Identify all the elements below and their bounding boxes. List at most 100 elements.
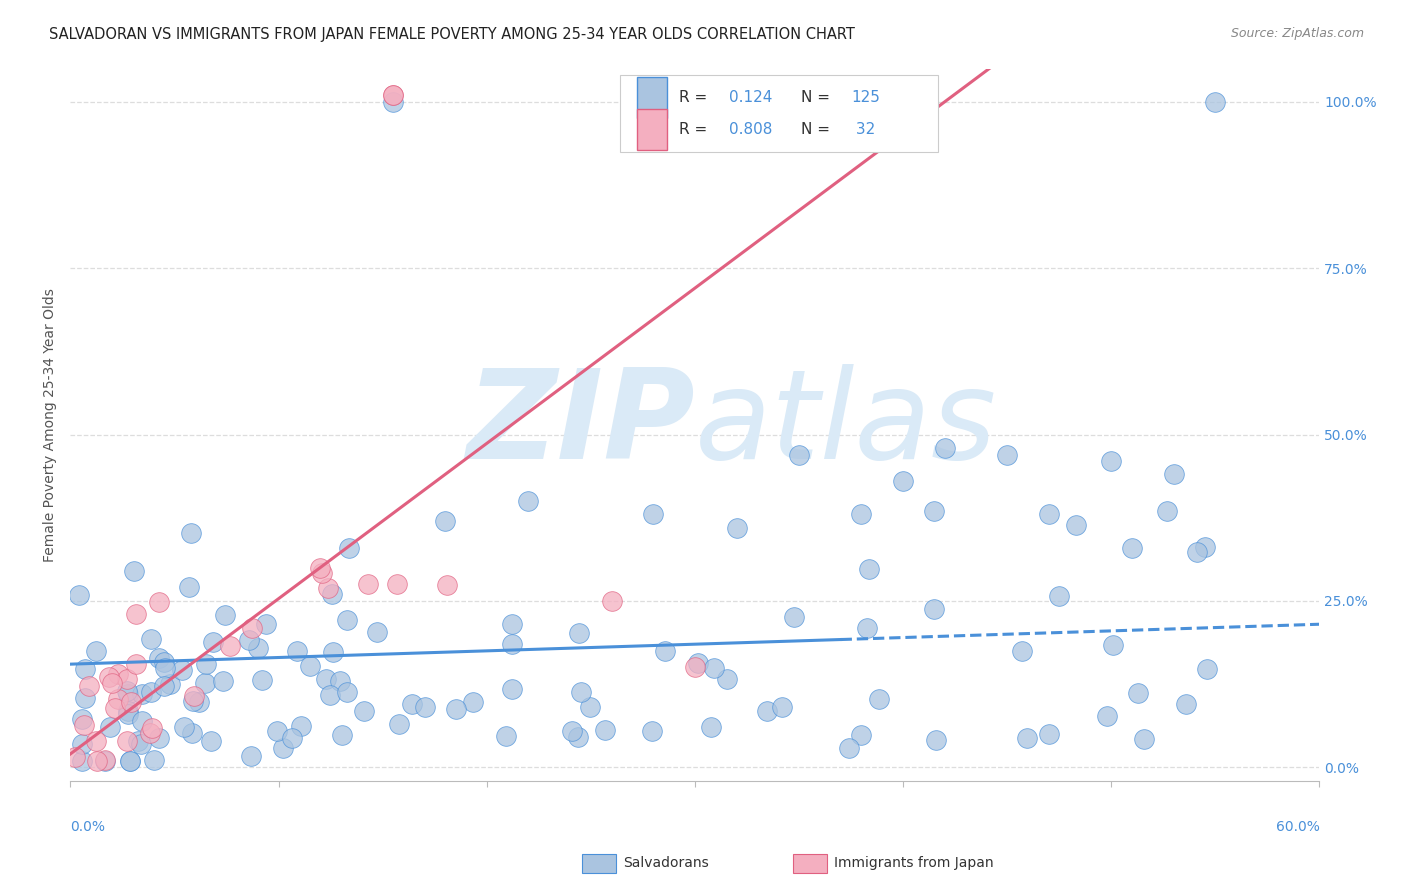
Point (501, 637, 523, 651)
Point (934, 441, 956, 455)
Point (72, 754, 94, 768)
Point (98, 720, 121, 734)
Point (120, 695, 142, 709)
Point (1064, 518, 1087, 533)
Point (201, 634, 224, 648)
Point (117, 684, 139, 698)
Point (700, 720, 723, 734)
Point (1185, 545, 1208, 559)
Point (73, 718, 96, 732)
FancyBboxPatch shape (620, 75, 938, 152)
Point (195, 657, 218, 671)
Point (118, 754, 141, 768)
Point (117, 707, 139, 722)
Point (501, 681, 523, 696)
Point (578, 699, 600, 714)
Point (309, 560, 332, 574)
Point (94, 753, 117, 767)
Point (436, 578, 458, 592)
FancyBboxPatch shape (637, 109, 668, 150)
Point (240, 621, 263, 635)
Point (1121, 541, 1143, 555)
Point (240, 749, 263, 764)
Point (337, 541, 360, 556)
Point (125, 657, 148, 671)
Point (117, 733, 139, 747)
Point (330, 729, 353, 743)
Point (1011, 644, 1033, 658)
Point (153, 679, 176, 693)
Point (75, 662, 97, 676)
Point (63, 749, 86, 764)
Point (117, 687, 139, 701)
Point (115, 673, 138, 687)
Point (446, 702, 468, 716)
Point (159, 677, 181, 691)
Text: 32: 32 (851, 122, 876, 137)
Point (1174, 697, 1197, 711)
Point (122, 564, 145, 578)
Point (336, 685, 359, 699)
Point (382, 95, 405, 109)
Point (84, 644, 107, 658)
Point (194, 676, 217, 690)
Text: Immigrants from Japan: Immigrants from Japan (834, 856, 994, 871)
Point (1128, 686, 1150, 700)
FancyBboxPatch shape (637, 77, 668, 118)
Point (336, 613, 359, 627)
Point (139, 632, 162, 646)
Point (366, 624, 388, 639)
Point (77, 679, 100, 693)
Point (856, 621, 879, 635)
Point (569, 684, 592, 698)
Point (654, 644, 676, 658)
Point (148, 651, 170, 665)
Point (329, 674, 352, 689)
Point (321, 587, 343, 601)
Point (849, 728, 872, 742)
Point (683, 660, 706, 674)
Text: 125: 125 (851, 90, 880, 105)
Point (180, 525, 202, 540)
Point (1015, 731, 1038, 745)
Point (73, 691, 96, 706)
Point (181, 725, 204, 739)
Text: Source: ZipAtlas.com: Source: ZipAtlas.com (1230, 27, 1364, 40)
Text: ZIP: ZIP (467, 364, 695, 485)
Point (285, 644, 308, 658)
Text: 0.808: 0.808 (728, 122, 772, 137)
Point (1095, 709, 1118, 723)
Point (298, 658, 321, 673)
Point (181, 693, 204, 707)
Point (388, 716, 411, 731)
Text: N =: N = (801, 90, 835, 105)
Point (200, 734, 222, 748)
Point (501, 617, 523, 632)
Point (290, 719, 312, 733)
Point (247, 641, 270, 656)
Point (925, 733, 948, 747)
Point (1101, 638, 1123, 652)
Point (600, 594, 623, 608)
Point (107, 691, 129, 706)
Point (858, 562, 880, 576)
Point (266, 723, 288, 738)
Point (129, 737, 152, 751)
Point (1099, 454, 1122, 468)
Point (131, 687, 153, 701)
Point (1194, 541, 1216, 555)
Point (413, 700, 436, 714)
Point (148, 595, 170, 609)
Point (125, 607, 148, 621)
Point (177, 580, 200, 594)
Point (517, 494, 540, 508)
Point (139, 726, 162, 740)
Point (98, 670, 121, 684)
Point (153, 661, 176, 675)
Point (568, 626, 591, 640)
Point (353, 704, 375, 718)
Point (139, 685, 162, 699)
Point (995, 448, 1018, 462)
Point (922, 601, 945, 615)
Point (868, 691, 890, 706)
